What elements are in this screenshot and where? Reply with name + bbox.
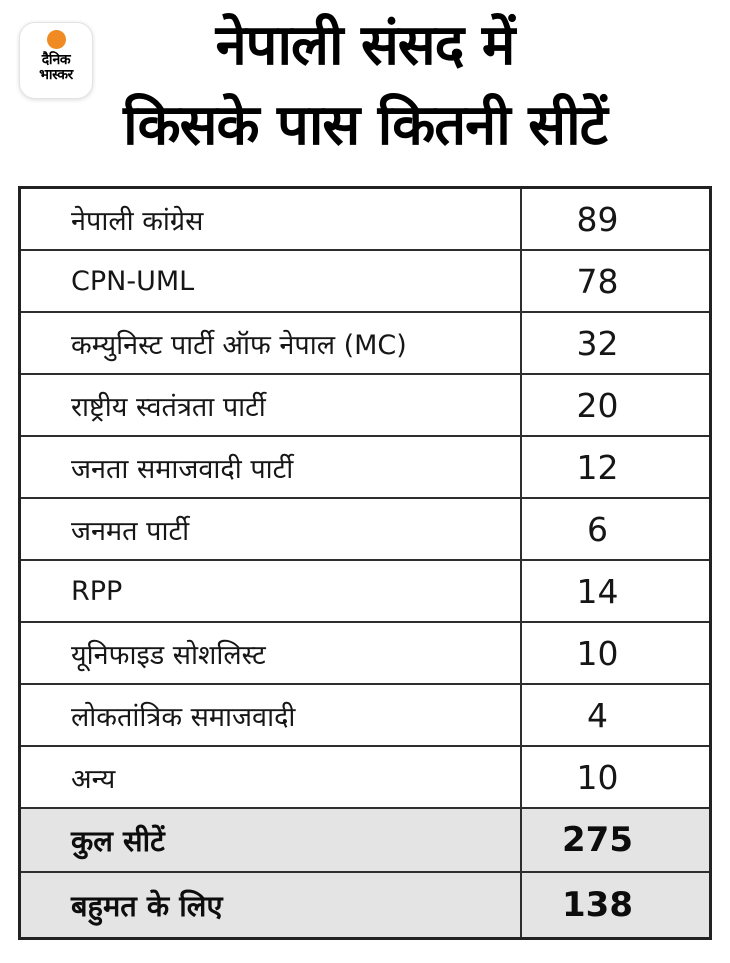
party-name-cell: कम्युनिस्ट पार्टी ऑफ नेपाल (MC) [21, 313, 522, 373]
seats-value-cell: 6 [587, 509, 608, 549]
table-row: जनमत पार्टी 6 [21, 499, 709, 561]
total-label-cell: कुल सीटें [21, 809, 522, 871]
seats-value-cell: 10 [576, 757, 619, 797]
logo-sun-icon [46, 30, 66, 49]
seats-value-cell: 20 [576, 385, 619, 425]
party-name-cell: राष्ट्रीय स्वतंत्रता पार्टी [21, 375, 522, 435]
title-line-1: नेपाली संसद में [215, 13, 516, 78]
table-row: RPP 14 [21, 561, 709, 623]
logo-text-line2: भास्कर [39, 67, 73, 83]
party-name-cell: CPN-UML [21, 251, 522, 311]
table-row: राष्ट्रीय स्वतंत्रता पार्टी 20 [21, 375, 709, 437]
table-row: जनता समाजवादी पार्टी 12 [21, 437, 709, 499]
majority-row: बहुमत के लिए 138 [21, 873, 709, 937]
page-title: नेपाली संसद में किसके पास कितनी सीटें [0, 6, 730, 166]
table-row: यूनिफाइड सोशलिस्ट 10 [21, 623, 709, 685]
total-seats-row: कुल सीटें 275 [21, 809, 709, 873]
party-name-cell: जनता समाजवादी पार्टी [21, 437, 522, 497]
seats-value-cell: 12 [576, 447, 619, 487]
party-name-cell: लोकतांत्रिक समाजवादी [21, 685, 522, 745]
party-name-cell: यूनिफाइड सोशलिस्ट [21, 623, 522, 683]
seats-table: नेपाली कांग्रेस 89 CPN-UML 78 कम्युनिस्ट… [18, 186, 712, 940]
majority-value-cell: 138 [562, 885, 633, 925]
title-line-2: किसके पास कितनी सीटें [123, 93, 608, 158]
table-row: अन्य 10 [21, 747, 709, 809]
seats-value-cell: 4 [587, 695, 608, 735]
logo-text-line1: दैनिक [41, 52, 71, 68]
table-row: कम्युनिस्ट पार्टी ऑफ नेपाल (MC) 32 [21, 313, 709, 375]
seats-value-cell: 14 [576, 571, 619, 611]
party-name-cell: नेपाली कांग्रेस [21, 189, 522, 249]
seats-value-cell: 78 [576, 261, 619, 301]
party-name-cell: RPP [21, 561, 522, 621]
seats-value-cell: 89 [576, 199, 619, 239]
dainik-bhaskar-logo: दैनिक भास्कर [19, 22, 93, 99]
seats-value-cell: 32 [576, 323, 619, 363]
total-value-cell: 275 [562, 820, 633, 860]
party-name-cell: जनमत पार्टी [21, 499, 522, 559]
seats-value-cell: 10 [576, 633, 619, 673]
party-name-cell: अन्य [21, 747, 522, 807]
table-row: CPN-UML 78 [21, 251, 709, 313]
table-row: नेपाली कांग्रेस 89 [21, 189, 709, 251]
table-row: लोकतांत्रिक समाजवादी 4 [21, 685, 709, 747]
majority-label-cell: बहुमत के लिए [21, 873, 522, 937]
